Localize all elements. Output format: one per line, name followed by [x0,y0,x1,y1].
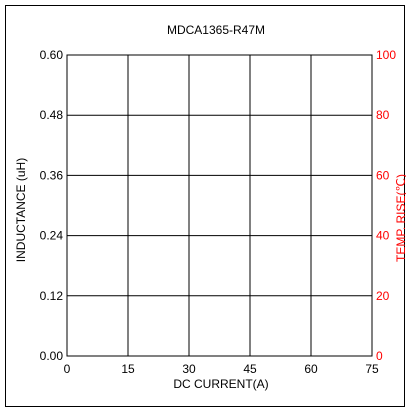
y-left-tick-label: 0.60 [40,48,64,62]
chart-frame: MDCA1365-R47M 0 15 30 45 60 75 0.00 0.12 0.24 0.… [5,5,406,407]
y-right-axis-label: TEMP. RISE(℃) [394,174,406,262]
y-left-axis-label: INDUCTANCE (uH) [14,158,28,262]
y-right-tick-label: 40 [376,229,390,243]
y-right-tick-labels: 0 20 40 60 80 100 [376,48,396,363]
y-left-tick-labels: 0.00 0.12 0.24 0.36 0.48 0.60 [40,48,64,363]
y-right-tick-label: 80 [376,108,390,122]
y-right-tick-label: 100 [376,48,396,62]
x-tick-label: 15 [121,362,135,376]
plot-area [66,54,373,357]
x-axis-label: DC CURRENT(A) [173,377,268,391]
y-left-tick-label: 0.24 [40,229,64,243]
y-left-tick-label: 0.00 [40,349,64,363]
y-left-tick-label: 0.36 [40,168,64,182]
x-tick-label: 75 [365,362,379,376]
y-left-tick-label: 0.12 [40,289,64,303]
x-tick-label: 30 [182,362,196,376]
x-tick-label: 45 [243,362,257,376]
y-right-tick-label: 0 [376,349,383,363]
x-tick-label: 60 [304,362,318,376]
chart-svg: MDCA1365-R47M 0 15 30 45 60 75 0.000.120.240.… [14,23,406,391]
grid [67,55,372,356]
x-tick-labels: 0 15 30 45 60 75 [64,362,379,376]
y-right-tick-label: 20 [376,289,390,303]
y-left-tick-label: 0.48 [40,108,64,122]
chart-title: MDCA1365-R47M [167,23,265,37]
x-tick-label: 0 [64,362,71,376]
y-right-tick-label: 60 [376,168,390,182]
